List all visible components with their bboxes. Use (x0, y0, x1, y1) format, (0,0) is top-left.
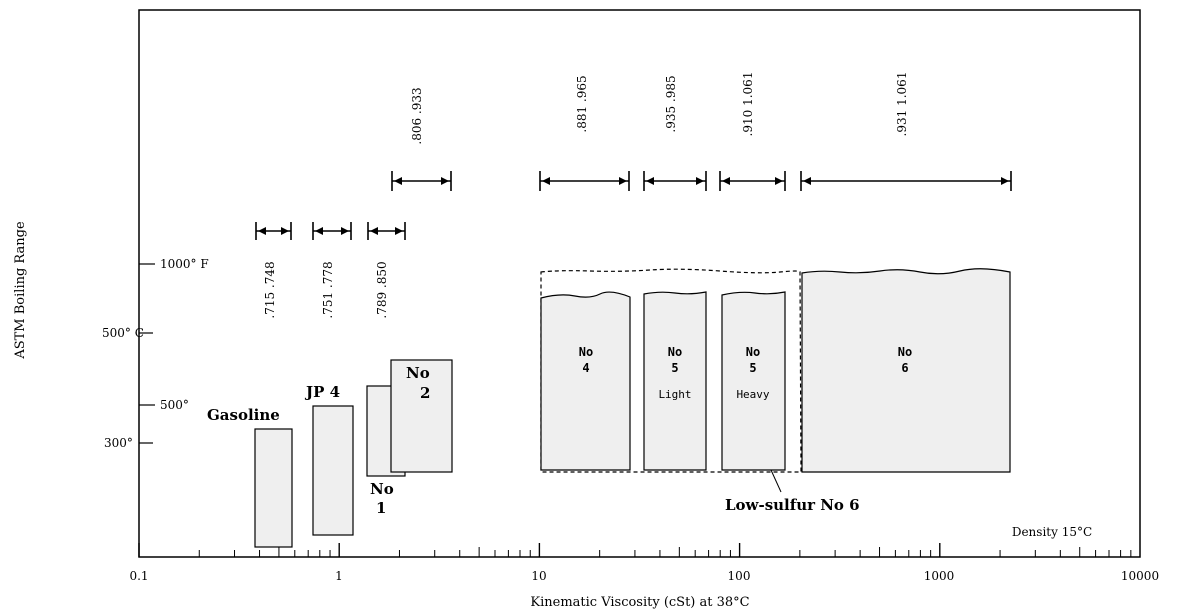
label-no4-no: No (579, 345, 593, 359)
box-no4 (540, 291, 631, 471)
label-no5-light-num: 5 (671, 361, 678, 375)
density-bar-no4 (539, 171, 630, 191)
density-bars (255, 171, 1012, 240)
density-bar-no6 (800, 171, 1012, 191)
x-tick-label-100: 100 (728, 569, 751, 583)
box-no2 (390, 359, 453, 473)
density-note: Density 15°C (1012, 525, 1092, 539)
box-no5-heavy (721, 291, 786, 471)
label-no2-num: 2 (420, 384, 430, 402)
y-tick-label-300: 300° (104, 436, 133, 450)
label-no5-light-no: No (668, 345, 682, 359)
density-label-no5-heavy: .910 1.061 (741, 72, 755, 137)
density-label-no6: .931 1.061 (895, 72, 909, 137)
label-no1-no: No (370, 480, 394, 498)
density-label-jp4: .751 .778 (321, 261, 335, 318)
fuel-boxes (254, 268, 1011, 548)
y-tick-label-500c: 500° C (102, 326, 144, 340)
label-no6-no: No (898, 345, 912, 359)
box-no6 (801, 268, 1011, 473)
density-bar-jp4 (312, 222, 352, 240)
density-label-no1: .789 .850 (375, 261, 389, 318)
x-axis-title: Kinematic Viscosity (cSt) at 38°C (530, 595, 749, 610)
y-tick-label-500f: 500° (160, 398, 189, 412)
density-bar-gasoline (255, 222, 292, 240)
fuel-labels: Gasoline JP 4 No 1 No 2 No 4 No 5 Light … (207, 345, 912, 517)
label-no4-num: 4 (582, 361, 589, 375)
x-tick-label-10: 10 (531, 569, 546, 583)
density-bar-no1 (367, 222, 406, 240)
x-tick-label-10000: 10000 (1121, 569, 1159, 583)
density-label-no4: .881 .965 (575, 75, 589, 132)
x-ticks (138, 543, 1132, 557)
density-labels: .715 .748 .751 .778 .789 .850 .806 .933 … (263, 72, 909, 319)
label-no1-num: 1 (376, 499, 386, 517)
label-no5-heavy-sub: Heavy (736, 388, 769, 401)
label-no5-heavy-num: 5 (749, 361, 756, 375)
low-sulfur-leader (770, 469, 782, 493)
label-gasoline: Gasoline (207, 406, 280, 424)
y-axis-title: ASTM Boiling Range (13, 221, 28, 360)
density-bar-no5-heavy (719, 171, 786, 191)
box-no5-light (643, 291, 707, 471)
label-no5-heavy-no: No (746, 345, 760, 359)
label-no5-light-sub: Light (658, 388, 691, 401)
plot-frame (138, 9, 1141, 558)
box-jp4 (312, 405, 354, 536)
label-low-sulfur: Low-sulfur No 6 (725, 496, 860, 514)
density-label-gasoline: .715 .748 (263, 261, 277, 318)
density-bar-no5-light (643, 171, 707, 191)
x-tick-label-1000: 1000 (924, 569, 955, 583)
label-no6-num: 6 (901, 361, 908, 375)
x-tick-label-1: 1 (335, 569, 343, 583)
label-no2-no: No (406, 364, 430, 382)
x-tick-label-0-1: 0.1 (129, 569, 148, 583)
label-jp4: JP 4 (304, 383, 340, 401)
density-label-no2: .806 .933 (410, 87, 424, 144)
y-ticks: 1000° F 500° C 500° 300° (102, 257, 209, 450)
box-gasoline (254, 428, 293, 548)
density-label-no5-light: .935 .985 (664, 75, 678, 132)
y-tick-label-1000f: 1000° F (160, 257, 209, 271)
density-bar-no2 (391, 171, 452, 191)
